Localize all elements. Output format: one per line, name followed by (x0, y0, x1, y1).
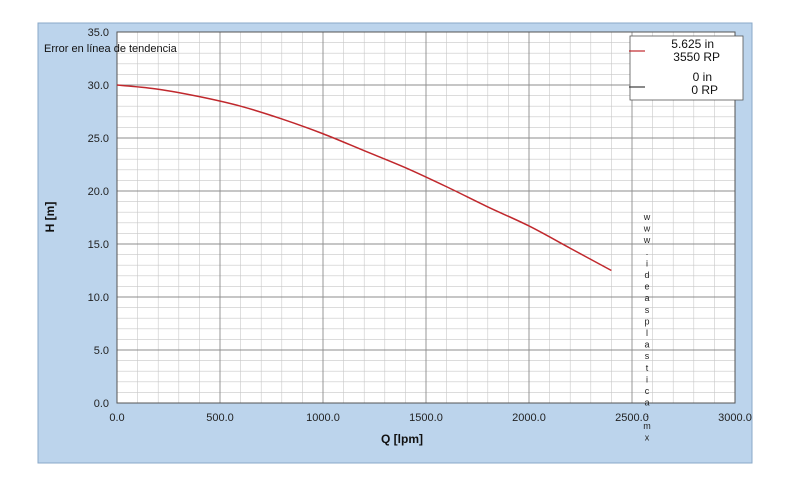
watermark-char: . (646, 409, 649, 419)
y-tick-label: 20.0 (88, 186, 109, 198)
watermark-char: i (646, 374, 648, 384)
series-line-1 (116, 84, 612, 272)
watermark-char: a (644, 293, 649, 303)
watermark-char: a (644, 340, 649, 350)
legend-series-2-line1: 0 in (693, 70, 712, 84)
watermark-char: w (643, 212, 651, 222)
y-tick-label: 10.0 (88, 292, 109, 304)
watermark-char: s (645, 305, 650, 315)
x-tick-label: 1500.0 (409, 412, 443, 424)
y-tick-label: 30.0 (88, 80, 109, 92)
plot-border (116, 31, 736, 404)
watermark-char: . (646, 247, 649, 257)
y-tick-label: 15.0 (88, 239, 109, 251)
watermark-char: c (645, 386, 650, 396)
x-axis-ticks: 0.0 500.0 1000.0 1500.0 2000.0 2500.0 3000.0 (109, 412, 751, 424)
x-tick-label: 2000.0 (512, 412, 546, 424)
legend-box (629, 35, 744, 101)
watermark-char: w (643, 224, 651, 234)
watermark-char: l (646, 328, 648, 338)
watermark-char: x (645, 432, 650, 442)
watermark-char: w (643, 235, 651, 245)
watermark-char: t (646, 363, 649, 373)
legend-series-1-line1: 5.625 in (671, 37, 714, 51)
watermark-char: s (645, 351, 650, 361)
legend-series-2-line2: 0 RP (691, 83, 718, 97)
x-tick-label: 1000.0 (306, 412, 340, 424)
x-tick-label: 500.0 (206, 412, 234, 424)
x-tick-label: 2500.0 (615, 412, 649, 424)
legend: 5.625 in 3550 RP 0 in 0 RP (629, 35, 744, 101)
y-tick-label: 5.0 (94, 345, 109, 357)
watermark-char: d (644, 270, 649, 280)
y-tick-label: 0.0 (94, 398, 109, 410)
x-tick-label: 3000.0 (718, 412, 752, 424)
x-axis-title: Q [lpm] (381, 432, 423, 446)
x-tick-label: 0.0 (109, 412, 124, 424)
y-axis-ticks: 0.0 5.0 10.0 15.0 20.0 25.0 30.0 35.0 (88, 27, 109, 410)
y-tick-label: 35.0 (88, 27, 109, 39)
watermark-char: a (644, 398, 649, 408)
y-tick-label: 25.0 (88, 133, 109, 145)
watermark-char: e (644, 282, 649, 292)
watermark-char: i (646, 258, 648, 268)
series-layer (116, 84, 612, 272)
y-axis-title: H [m] (43, 202, 57, 233)
trendline-error-note: Error en línea de tendencia (44, 43, 178, 55)
watermark-char: m (643, 421, 651, 431)
watermark-char: p (644, 316, 649, 326)
legend-series-1-line2: 3550 RP (673, 50, 720, 64)
